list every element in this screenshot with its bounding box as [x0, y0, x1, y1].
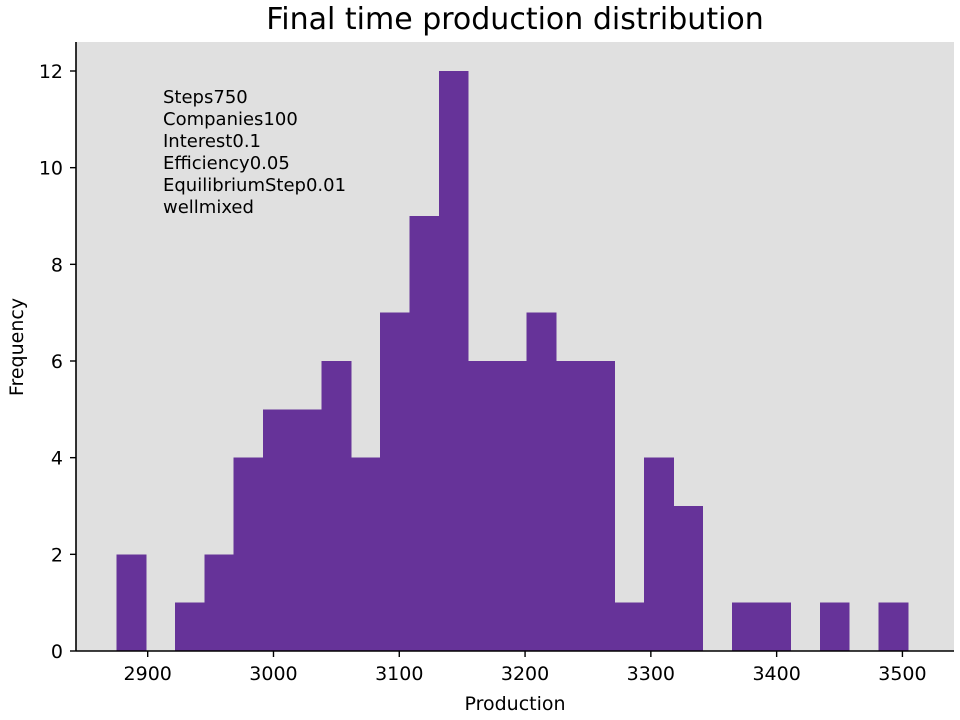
histogram-bar-0	[116, 554, 147, 651]
histogram-bar-22	[761, 602, 792, 651]
histogram-bar-13	[497, 361, 528, 651]
annotation-line: Companies100	[163, 109, 298, 130]
histogram-bar-12	[468, 361, 498, 651]
histogram-bar-26	[878, 602, 909, 651]
histogram-bar-14	[526, 312, 557, 651]
y-tick-label: 10	[39, 158, 63, 180]
histogram-bar-7	[321, 361, 352, 651]
annotation-line: EquilibriumStep0.01	[163, 175, 346, 196]
histogram-bar-10	[409, 216, 440, 651]
annotation-line: wellmixed	[163, 197, 254, 218]
x-tick-label: 3400	[752, 663, 800, 685]
x-tick-label: 2900	[124, 663, 172, 685]
histogram-bar-9	[380, 312, 411, 651]
histogram-bar-6	[292, 409, 323, 651]
x-tick-label: 3200	[501, 663, 549, 685]
histogram-bar-19	[673, 506, 704, 651]
histogram-bar-4	[233, 457, 264, 651]
y-tick-label: 6	[51, 351, 63, 373]
histogram-bar-21	[731, 602, 762, 651]
parameter-annotation: Steps750Companies100Interest0.1Efficienc…	[163, 87, 346, 218]
x-tick-label: 3300	[627, 663, 675, 685]
chart-title: Final time production distribution	[266, 2, 764, 37]
y-tick-label: 0	[51, 641, 63, 663]
y-axis-title: Frequency	[6, 298, 28, 396]
histogram-bar-2	[174, 602, 205, 651]
histogram-bar-17	[614, 602, 645, 651]
annotation-line: Efficiency0.05	[163, 153, 290, 174]
y-tick-label: 8	[51, 254, 63, 276]
histogram-bar-5	[262, 409, 293, 651]
x-axis-ticks: 2900 3000 3100 3200 3300 3400 3500	[124, 651, 927, 685]
y-tick-label: 2	[51, 544, 63, 566]
histogram-bar-11	[438, 71, 469, 651]
annotation-line: Steps750	[163, 87, 248, 108]
histogram-bar-16	[585, 361, 616, 651]
histogram-bar-24	[819, 602, 850, 651]
annotation-line: Interest0.1	[163, 131, 261, 152]
histogram-bar-18	[643, 457, 674, 651]
x-tick-label: 3000	[249, 663, 297, 685]
y-tick-label: 12	[39, 61, 63, 83]
y-axis-ticks: 0 2 4 6 8 10 12	[39, 61, 76, 663]
bars-group	[116, 71, 909, 651]
histogram-bar-8	[350, 457, 381, 651]
histogram-bar-3	[204, 554, 235, 651]
histogram-bar-15	[556, 361, 586, 651]
y-tick-label: 4	[51, 448, 63, 470]
x-tick-label: 3100	[375, 663, 423, 685]
x-tick-label: 3500	[878, 663, 926, 685]
x-axis-title: Production	[464, 693, 565, 715]
